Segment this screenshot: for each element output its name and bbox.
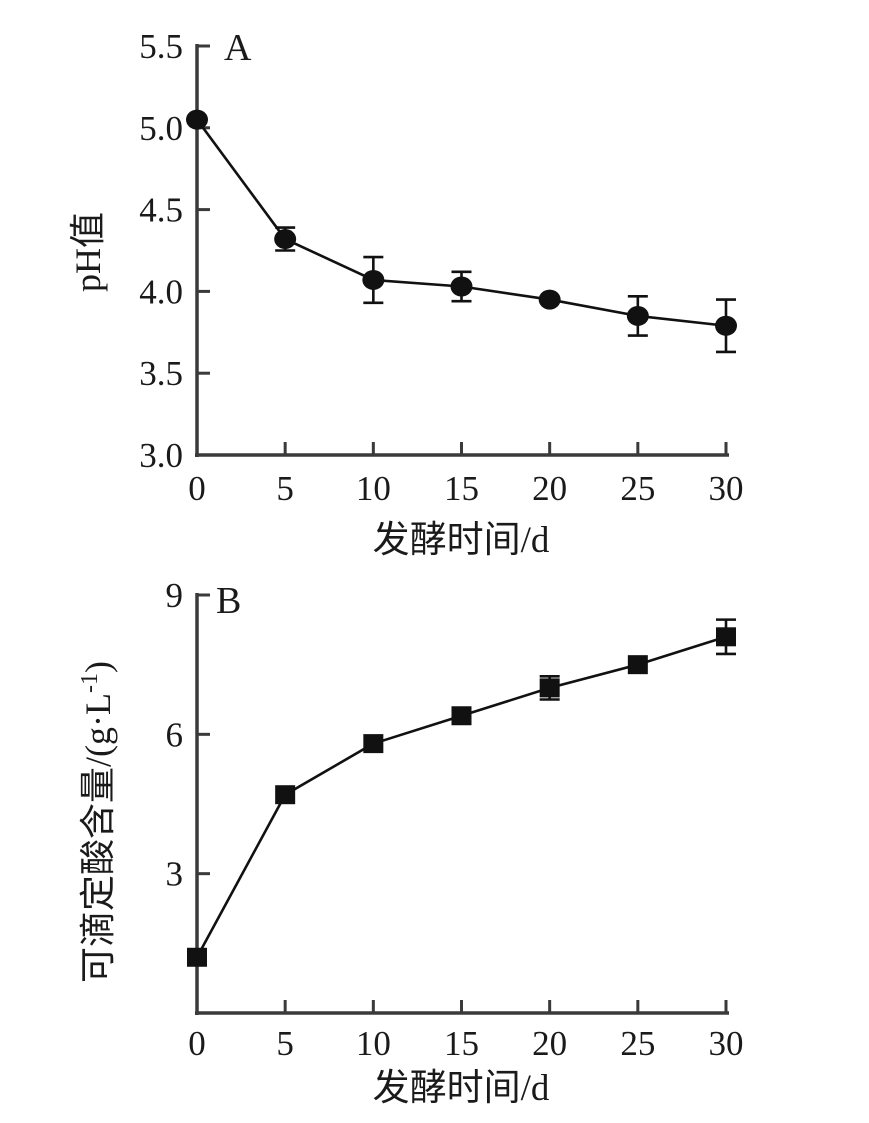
y-tick-label: 3.0 [139, 436, 183, 475]
x-tick-label: 5 [276, 1024, 294, 1063]
x-tick-label: 5 [276, 469, 294, 508]
y-tick-label: 4.5 [139, 191, 183, 230]
data-point-marker [187, 947, 207, 967]
y-tick-label: 6 [166, 715, 184, 754]
data-point-marker [186, 109, 208, 130]
x-tick-label: 0 [188, 469, 206, 508]
y-axis-title: pH值 [68, 212, 108, 292]
y-tick-label: 3 [166, 855, 184, 894]
data-point-marker [451, 706, 472, 726]
data-point-marker [627, 655, 648, 675]
x-tick-label: 20 [532, 1024, 567, 1063]
x-tick-label: 15 [444, 1024, 479, 1063]
panel-letter: A [224, 27, 252, 69]
x-tick-label: 10 [356, 469, 391, 508]
data-point-marker [715, 315, 737, 336]
y-tick-label: 4.0 [139, 272, 183, 311]
data-point-marker [538, 289, 561, 310]
x-tick-label: 0 [188, 1024, 206, 1063]
x-tick-label: 20 [532, 469, 567, 508]
data-point-marker [362, 269, 385, 290]
y-tick-label: 9 [166, 576, 184, 615]
x-tick-label: 15 [444, 469, 479, 508]
x-axis-title: 发酵时间/d [373, 519, 550, 561]
x-tick-label: 25 [620, 469, 655, 508]
data-point-marker [716, 627, 736, 647]
x-tick-label: 30 [709, 469, 744, 508]
data-point-marker [539, 678, 560, 698]
x-tick-label: 25 [620, 1024, 655, 1063]
y-tick-label: 3.5 [139, 354, 183, 393]
data-point-marker [450, 276, 473, 297]
y-axis-title: 可滴定酸含量/(g·L-1) [77, 661, 118, 983]
data-point-marker [363, 734, 384, 754]
x-tick-label: 10 [356, 1024, 391, 1063]
y-tick-label: 5.5 [139, 27, 183, 66]
x-tick-label: 30 [709, 1024, 744, 1063]
data-point-marker [275, 785, 296, 805]
panel-letter: B [216, 580, 241, 622]
data-point-marker [274, 229, 297, 250]
x-axis-title: 发酵时间/d [373, 1067, 550, 1109]
y-tick-label: 5.0 [139, 109, 183, 148]
data-point-marker [626, 305, 649, 326]
